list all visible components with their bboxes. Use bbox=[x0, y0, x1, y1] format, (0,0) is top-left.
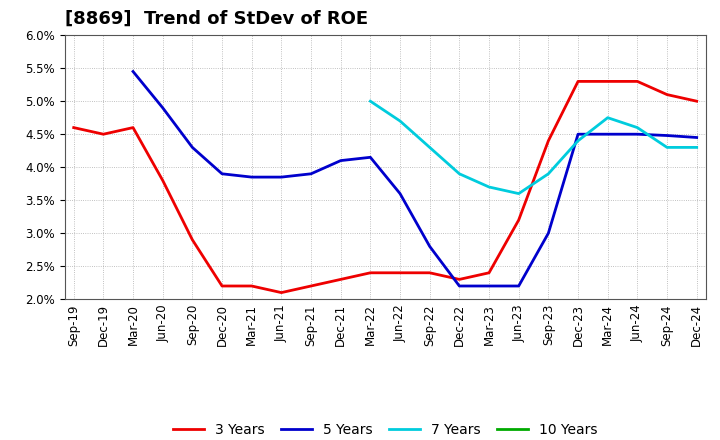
Line: 7 Years: 7 Years bbox=[370, 101, 697, 194]
5 Years bbox=[455, 283, 464, 289]
5 Years bbox=[248, 174, 256, 180]
5 Years bbox=[662, 133, 671, 138]
3 Years bbox=[307, 283, 315, 289]
3 Years bbox=[633, 79, 642, 84]
5 Years bbox=[158, 105, 167, 110]
5 Years bbox=[514, 283, 523, 289]
3 Years bbox=[217, 283, 226, 289]
3 Years bbox=[426, 270, 434, 275]
3 Years bbox=[277, 290, 286, 295]
5 Years bbox=[693, 135, 701, 140]
5 Years bbox=[366, 154, 374, 160]
5 Years bbox=[544, 231, 553, 236]
5 Years bbox=[633, 132, 642, 137]
3 Years bbox=[129, 125, 138, 130]
3 Years bbox=[693, 99, 701, 104]
7 Years bbox=[693, 145, 701, 150]
3 Years bbox=[455, 277, 464, 282]
5 Years bbox=[336, 158, 345, 163]
7 Years bbox=[514, 191, 523, 196]
3 Years bbox=[366, 270, 374, 275]
3 Years bbox=[248, 283, 256, 289]
7 Years bbox=[603, 115, 612, 120]
7 Years bbox=[633, 125, 642, 130]
7 Years bbox=[544, 171, 553, 176]
3 Years bbox=[574, 79, 582, 84]
7 Years bbox=[662, 145, 671, 150]
3 Years bbox=[99, 132, 108, 137]
3 Years bbox=[396, 270, 405, 275]
3 Years bbox=[544, 138, 553, 143]
3 Years bbox=[188, 237, 197, 242]
5 Years bbox=[307, 171, 315, 176]
5 Years bbox=[426, 244, 434, 249]
7 Years bbox=[396, 118, 405, 124]
3 Years bbox=[485, 270, 493, 275]
3 Years bbox=[514, 217, 523, 223]
7 Years bbox=[574, 138, 582, 143]
5 Years bbox=[217, 171, 226, 176]
3 Years bbox=[603, 79, 612, 84]
7 Years bbox=[455, 171, 464, 176]
3 Years bbox=[69, 125, 78, 130]
5 Years bbox=[277, 174, 286, 180]
5 Years bbox=[188, 145, 197, 150]
Text: [8869]  Trend of StDev of ROE: [8869] Trend of StDev of ROE bbox=[65, 10, 368, 28]
5 Years bbox=[396, 191, 405, 196]
5 Years bbox=[129, 69, 138, 74]
5 Years bbox=[603, 132, 612, 137]
7 Years bbox=[366, 99, 374, 104]
7 Years bbox=[426, 145, 434, 150]
3 Years bbox=[158, 178, 167, 183]
Line: 5 Years: 5 Years bbox=[133, 71, 697, 286]
5 Years bbox=[574, 132, 582, 137]
3 Years bbox=[336, 277, 345, 282]
Legend: 3 Years, 5 Years, 7 Years, 10 Years: 3 Years, 5 Years, 7 Years, 10 Years bbox=[168, 417, 603, 440]
7 Years bbox=[485, 184, 493, 190]
Line: 3 Years: 3 Years bbox=[73, 81, 697, 293]
3 Years bbox=[662, 92, 671, 97]
5 Years bbox=[485, 283, 493, 289]
